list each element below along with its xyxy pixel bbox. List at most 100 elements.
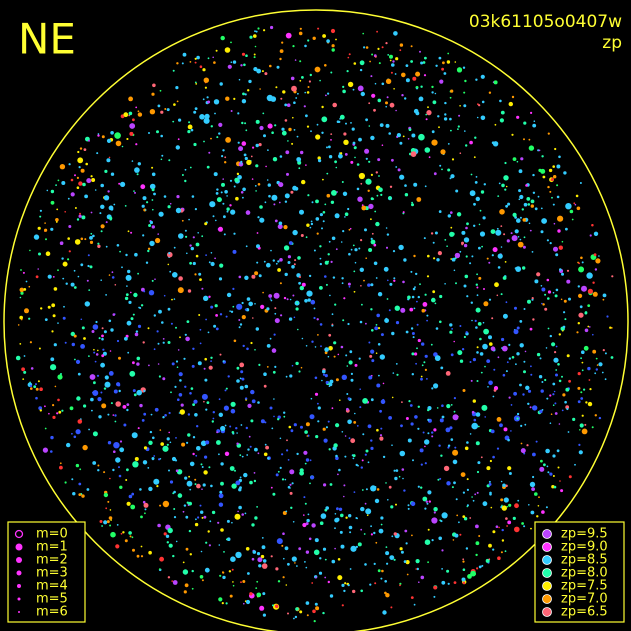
star — [312, 36, 316, 40]
star — [369, 60, 371, 63]
star — [252, 146, 255, 149]
star — [190, 128, 194, 132]
star — [346, 70, 349, 73]
star — [406, 573, 409, 576]
star — [579, 182, 582, 184]
star — [172, 272, 178, 278]
star — [110, 131, 114, 135]
star — [514, 503, 519, 509]
star — [458, 521, 460, 524]
star — [266, 344, 271, 348]
star — [568, 297, 571, 301]
star — [271, 131, 274, 134]
star — [380, 333, 384, 337]
star — [440, 366, 444, 370]
star — [101, 525, 103, 527]
star — [506, 525, 508, 527]
star — [581, 361, 584, 364]
star — [125, 293, 129, 296]
star — [417, 485, 420, 488]
star — [38, 406, 43, 410]
star — [470, 301, 473, 304]
star — [395, 166, 398, 168]
star — [548, 168, 553, 173]
star — [204, 378, 208, 382]
star — [444, 101, 447, 105]
star — [257, 452, 260, 455]
star — [314, 538, 319, 543]
star — [419, 50, 421, 53]
zp-symbol — [542, 581, 552, 591]
star — [382, 455, 386, 459]
star — [497, 195, 500, 198]
horizon-circle — [3, 9, 629, 631]
star — [420, 61, 424, 65]
star — [439, 477, 442, 480]
star — [451, 158, 455, 161]
star — [177, 349, 180, 351]
star — [514, 229, 519, 234]
star — [414, 415, 418, 419]
star — [471, 319, 473, 322]
star — [283, 411, 286, 414]
star — [254, 271, 259, 276]
star — [441, 568, 443, 570]
star — [64, 341, 67, 344]
star — [473, 573, 476, 576]
star — [563, 311, 566, 314]
star — [561, 272, 564, 276]
star — [421, 364, 424, 367]
star — [103, 492, 109, 498]
star — [370, 439, 373, 442]
star — [507, 520, 512, 525]
star — [521, 208, 524, 211]
star — [180, 403, 184, 407]
star — [576, 206, 581, 211]
star — [532, 191, 536, 194]
star — [538, 496, 540, 499]
star — [287, 255, 291, 259]
star — [411, 534, 413, 537]
star — [107, 441, 112, 445]
star — [219, 353, 222, 356]
star — [255, 327, 259, 331]
star — [464, 446, 469, 451]
star — [37, 226, 41, 230]
star — [303, 450, 308, 455]
star — [153, 192, 156, 196]
star — [275, 473, 279, 477]
star — [151, 457, 155, 460]
star — [441, 67, 444, 71]
star — [531, 487, 535, 491]
star — [52, 404, 55, 407]
star — [195, 83, 198, 85]
star — [413, 307, 416, 310]
star — [553, 222, 556, 225]
star — [401, 468, 405, 471]
star — [19, 296, 22, 299]
star — [307, 298, 311, 302]
star — [299, 468, 304, 473]
star — [192, 347, 195, 350]
star — [440, 520, 443, 523]
star — [132, 389, 136, 393]
star — [296, 565, 298, 567]
star — [179, 336, 181, 339]
star — [469, 361, 472, 363]
star — [295, 97, 298, 99]
star — [347, 397, 351, 400]
star — [365, 257, 368, 260]
star — [188, 529, 192, 533]
star — [319, 213, 323, 217]
magnitude-label: m=6 — [36, 605, 68, 620]
star — [422, 302, 428, 307]
star — [365, 488, 368, 491]
star — [420, 486, 423, 489]
star — [423, 74, 427, 77]
star — [148, 364, 150, 367]
star — [126, 285, 128, 287]
star — [166, 437, 170, 441]
star — [141, 204, 145, 208]
star — [578, 443, 581, 446]
star — [19, 287, 25, 293]
